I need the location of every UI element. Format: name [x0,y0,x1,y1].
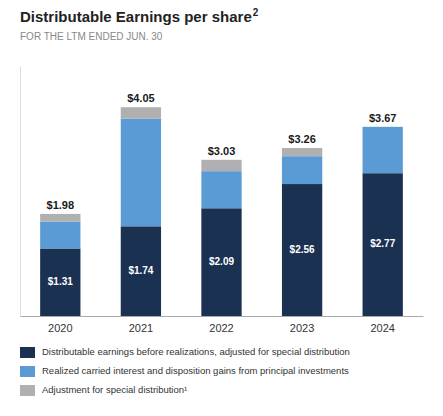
total-label: $3.26 [288,133,316,145]
tick: 2021 [129,322,153,334]
tick: 2020 [48,322,72,334]
bar [363,127,403,173]
subtitle: FOR THE LTM ENDED JUN. 30 [20,31,163,42]
title: Distributable Earnings per share [20,8,252,25]
x-axis: 2020 2021 2022 2023 2024 [21,317,424,334]
bar [282,156,322,184]
tick-label: 2020 [48,322,72,334]
legend-swatch [20,347,35,358]
tick-label: 2022 [209,322,233,334]
series [40,119,403,249]
bar [121,226,161,316]
tick: 2024 [370,322,394,334]
legend-item: Adjustment for special distribution¹ [20,384,187,396]
bar [40,222,80,249]
legend-item: Realized carried interest and dispositio… [20,365,349,377]
bar [201,171,241,208]
bar [40,248,80,316]
legend-swatch [20,366,35,377]
total-label: $3.67 [369,112,397,124]
title-superscript: 2 [253,7,259,18]
legend: Distributable earnings before realizatio… [20,346,350,396]
bar [121,119,161,227]
y-axis [20,67,21,317]
chart: Distributable Earnings per share2 FOR THE… [0,0,443,416]
bar [201,208,241,316]
data-label: $1.74 [128,265,153,276]
bar [363,173,403,316]
plot: 2020 2021 2022 2023 2024 $1.31 $1.74 $2.09 $2.56… [21,67,424,334]
bars [40,107,403,316]
tick: 2023 [290,322,314,334]
total-label: $3.03 [208,145,236,157]
bar [121,107,161,118]
legend-label: Realized carried interest and dispositio… [42,365,349,376]
total-label: $4.05 [127,92,155,104]
tick-label: 2023 [290,322,314,334]
legend-item: Distributable earnings before realizatio… [20,346,350,358]
data-label: $1.31 [48,276,73,287]
tick-label: 2024 [370,322,394,334]
total-label: $1.98 [47,199,75,211]
axis-line [20,67,21,317]
bar [282,184,322,316]
bar [363,126,403,127]
legend-label: Adjustment for special distribution¹ [42,384,187,395]
axis-line [21,316,424,317]
bar [282,148,322,156]
series [40,107,322,221]
title-group: Distributable Earnings per share2 [20,7,259,25]
data-label: $2.77 [370,238,395,249]
data-label: $2.09 [209,256,234,267]
legend-swatch [20,385,35,396]
bar [40,214,80,222]
legend-label: Distributable earnings before realizatio… [42,346,350,357]
data-label: $2.56 [290,244,315,255]
bar [201,160,241,171]
data-labels: $1.31 $1.74 $2.09 $2.56 $2.77 $1.98 $4.05 $3.03… [47,92,397,287]
tick-label: 2021 [129,322,153,334]
tick: 2022 [209,322,233,334]
